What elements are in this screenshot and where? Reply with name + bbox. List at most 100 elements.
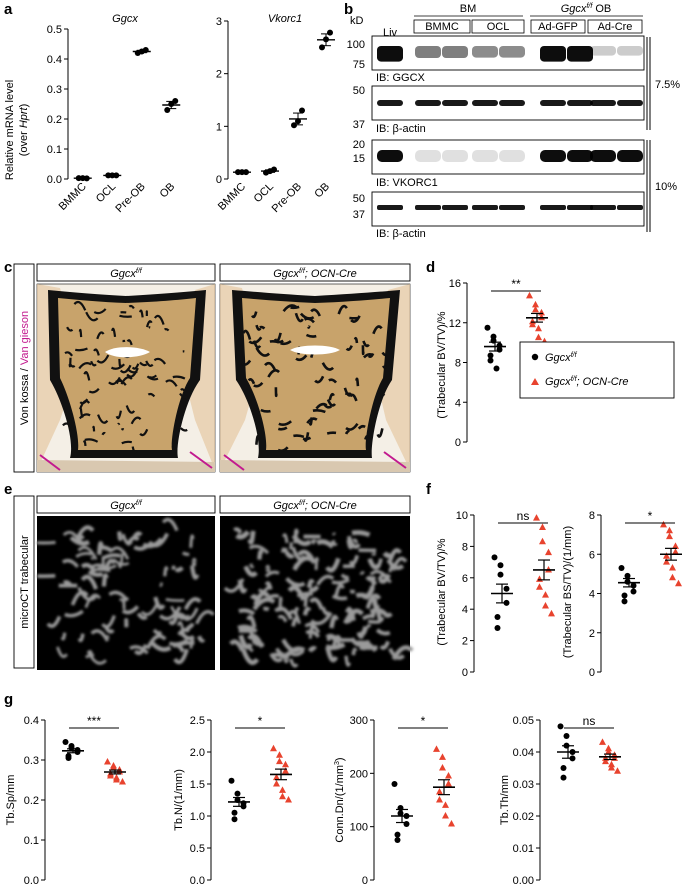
ggcx-y-tick-label: 0.1 <box>47 144 62 156</box>
ct-strut <box>303 592 310 607</box>
ct-strut <box>36 540 56 545</box>
trabecula <box>306 325 311 329</box>
trabecula <box>64 351 73 357</box>
trabecula <box>264 361 277 372</box>
conndn-point-control <box>394 837 401 843</box>
tbn-point-cre <box>282 760 289 768</box>
ct-strut <box>265 565 271 572</box>
conndn-point-cre <box>442 812 449 819</box>
bvtv-histo-point-control <box>496 346 503 353</box>
ct-strut <box>253 591 270 606</box>
panel-letter-c: c <box>4 259 12 276</box>
blot-adgfp-label: Ad-GFP <box>538 21 578 33</box>
trabecula <box>126 367 138 374</box>
trabecula <box>131 363 140 370</box>
ct-strut <box>117 531 123 541</box>
ct-strut <box>365 593 382 610</box>
ct-strut <box>159 582 163 587</box>
vkorc1-x-tick-label: OB <box>312 181 332 201</box>
gel-percent-1: 7.5% <box>655 79 680 91</box>
vkorc1-y-tick-label: 0 <box>216 174 222 186</box>
band-actin1 <box>567 100 593 106</box>
trabecula <box>326 431 337 435</box>
ct-strut <box>112 558 130 566</box>
trabecula <box>130 416 142 425</box>
trabecula <box>357 424 366 430</box>
trabecula <box>376 428 384 438</box>
ct-strut <box>286 646 306 656</box>
tbsp-y-tick-label: 0.3 <box>24 755 39 767</box>
trabecula <box>139 309 144 318</box>
ct-strut <box>344 655 351 667</box>
ct-strut <box>185 622 195 630</box>
trabecula <box>92 425 96 432</box>
trabecula <box>172 375 186 380</box>
trabecula <box>115 410 122 420</box>
tbth-point-control <box>557 723 564 730</box>
ct-strut <box>371 607 388 617</box>
conndn-point-control <box>403 821 410 827</box>
ct-strut <box>249 563 255 569</box>
trabecula <box>164 327 170 332</box>
trabecula <box>153 357 167 365</box>
band-ggcx <box>590 46 616 56</box>
vkorc1-y-tick-label: 3 <box>216 16 222 28</box>
conndn-point-cre <box>445 780 452 787</box>
band-actin1 <box>377 100 403 106</box>
panel-letter-b: b <box>344 1 353 18</box>
band-actin2 <box>567 205 593 210</box>
blot-ob-label: Ggcxf/f OB <box>561 3 611 15</box>
panel-a: Relative mRNA level (over Hprt) Ggcx Vko… <box>4 13 335 215</box>
ct-strut <box>131 531 143 541</box>
ct-strut <box>77 586 97 602</box>
trabecula <box>242 329 252 340</box>
trabecula <box>145 360 154 367</box>
ct-strut <box>191 557 197 567</box>
tbn-point-cre <box>279 786 286 793</box>
ct-strut <box>334 583 345 598</box>
ct-strut <box>136 612 148 620</box>
bvtv-ct-y-tick-label: 0 <box>462 667 468 679</box>
tbsp-point-cre <box>110 764 117 771</box>
bstv-ct-point-cre <box>660 520 667 528</box>
ct-strut <box>74 525 95 542</box>
bvtv-ct-y-tick-label: 8 <box>462 541 468 553</box>
ct-strut <box>252 597 276 611</box>
tbn-y-tick-label: 0.0 <box>190 875 205 887</box>
ct-strut <box>391 645 414 661</box>
ct-strut <box>189 638 195 649</box>
ct-strut <box>121 533 133 546</box>
blot-adgfp-box <box>530 19 586 34</box>
bvtv-histo-point-control <box>487 357 494 364</box>
band-actin1 <box>415 100 441 106</box>
ct-strut <box>349 589 356 594</box>
trabecula <box>125 405 136 414</box>
bvtv-ct-point-cre <box>542 602 549 609</box>
tbsp-sig-label: *** <box>87 714 101 728</box>
ct-strut <box>278 596 283 612</box>
trabecula <box>153 314 165 325</box>
trabecula <box>179 392 189 399</box>
bstv-ct-point-control <box>630 582 637 589</box>
ct-strut <box>291 616 300 627</box>
conndn-y-tick-label: 0 <box>362 875 368 887</box>
ct-strut <box>280 547 288 553</box>
bvtv-histo-point-cre <box>535 324 542 332</box>
trabecula <box>312 408 326 414</box>
ct-strut <box>61 558 80 568</box>
ct-strut <box>357 625 369 637</box>
ggcx-y-tick-label: 0.2 <box>47 114 62 126</box>
trabecula <box>139 361 148 367</box>
vkorc1-x-tick-label: OCL <box>252 181 276 205</box>
ct-strut <box>161 517 179 532</box>
conndn-sig-label: * <box>421 714 426 728</box>
ct-strut <box>133 540 153 551</box>
panel-letter-e: e <box>4 481 12 498</box>
ct-strut <box>77 633 85 643</box>
ct-strut <box>316 539 335 549</box>
bstv-ct-y-tick-label: 4 <box>589 589 595 601</box>
trabecula <box>145 320 153 328</box>
tbn-point-cre <box>273 780 280 787</box>
gel-percent-2: 10% <box>655 181 677 193</box>
tbth-point-cre <box>608 764 615 771</box>
